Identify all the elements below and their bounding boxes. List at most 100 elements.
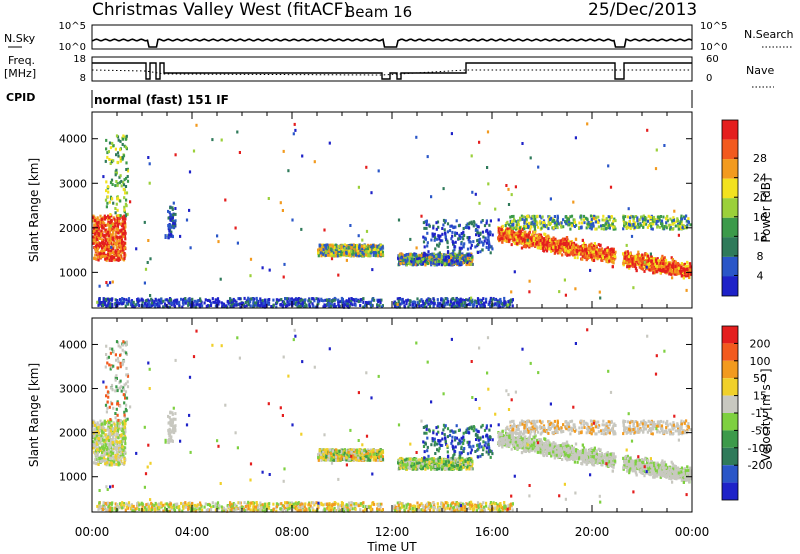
data-pixel (397, 299, 400, 303)
data-pixel (106, 201, 109, 205)
data-pixel (453, 245, 456, 248)
data-pixel (105, 244, 108, 248)
data-pixel (399, 258, 402, 261)
data-pixel (121, 219, 124, 223)
data-pixel (674, 262, 677, 266)
data-pixel (430, 256, 433, 260)
data-pixel (351, 252, 354, 256)
data-pixel (374, 254, 377, 258)
data-pixel (358, 243, 361, 247)
data-pixel (98, 242, 101, 246)
data-pixel (442, 257, 445, 261)
data-pixel (440, 298, 443, 302)
data-pixel (119, 159, 122, 163)
data-pixel (114, 242, 117, 246)
data-pixel (233, 303, 236, 307)
data-pixel (421, 299, 424, 303)
data-pixel (118, 243, 121, 247)
data-pixel (105, 223, 108, 227)
data-pixel (92, 216, 95, 220)
data-pixel (409, 257, 412, 261)
data-pixel (349, 302, 352, 306)
data-pixel (496, 302, 499, 306)
data-pixel (441, 239, 444, 243)
data-pixel (661, 254, 664, 258)
data-pixel (432, 226, 435, 230)
data-pixel (304, 298, 307, 302)
data-pixel (442, 218, 446, 222)
data-pixel (249, 300, 252, 304)
data-pixel (115, 202, 118, 206)
data-pixel (323, 250, 326, 254)
data-pixel (475, 233, 478, 237)
data-pixel (550, 249, 553, 253)
data-pixel (114, 233, 117, 237)
data-pixel (626, 250, 629, 254)
data-pixel (353, 298, 356, 302)
data-pixel (452, 302, 455, 305)
data-pixel (545, 248, 548, 251)
data-pixel (286, 299, 289, 303)
data-pixel (564, 240, 567, 244)
data-pixel (106, 155, 109, 159)
data-pixel (98, 237, 101, 240)
data-pixel (655, 266, 659, 270)
nsky-tick-top: 10^5 (59, 21, 86, 32)
data-pixel (322, 246, 325, 250)
data-pixel (336, 254, 339, 258)
data-pixel (348, 304, 351, 308)
data-pixel (111, 224, 114, 228)
data-pixel (163, 302, 167, 306)
data-pixel (432, 304, 435, 308)
data-pixel (359, 298, 362, 302)
data-pixel (138, 304, 141, 307)
data-pixel (111, 247, 114, 251)
data-pixel (327, 303, 330, 307)
data-pixel (393, 305, 396, 308)
data-pixel (482, 305, 485, 309)
data-pixel (317, 248, 320, 252)
data-pixel (470, 222, 473, 226)
data-pixel (95, 257, 98, 261)
data-pixel (119, 199, 122, 203)
data-pixel (230, 300, 233, 304)
data-pixel (288, 303, 291, 307)
data-pixel (435, 254, 438, 258)
data-pixel (652, 264, 655, 268)
data-pixel (146, 298, 149, 302)
data-pixel (169, 218, 172, 222)
data-pixel (181, 305, 184, 309)
data-pixel (144, 302, 147, 306)
data-pixel (435, 221, 438, 225)
data-pixel (633, 260, 636, 264)
data-pixel (468, 298, 471, 302)
data-pixel (123, 178, 126, 182)
data-pixel (466, 247, 470, 251)
data-pixel (172, 299, 175, 303)
nsearch-tick-top: 10^5 (700, 21, 727, 32)
data-pixel (572, 241, 576, 245)
cpid-label: CPID (6, 91, 35, 104)
data-pixel (444, 297, 447, 301)
data-pixel (249, 304, 252, 308)
data-pixel (116, 208, 119, 212)
data-pixel (447, 300, 450, 304)
data-pixel (124, 202, 127, 206)
data-pixel (417, 262, 420, 266)
data-pixel (114, 305, 117, 309)
data-pixel (355, 246, 358, 250)
data-pixel (418, 304, 421, 308)
data-pixel (353, 252, 356, 256)
data-pixel (477, 251, 480, 254)
data-pixel (468, 239, 471, 243)
data-pixel (114, 298, 117, 302)
data-pixel (481, 230, 485, 234)
data-pixel (126, 179, 130, 183)
data-pixel (127, 297, 131, 301)
data-pixel (363, 244, 366, 248)
data-pixel (428, 256, 431, 260)
data-pixel (457, 224, 461, 228)
data-pixel (343, 246, 346, 250)
data-pixel (119, 156, 122, 160)
